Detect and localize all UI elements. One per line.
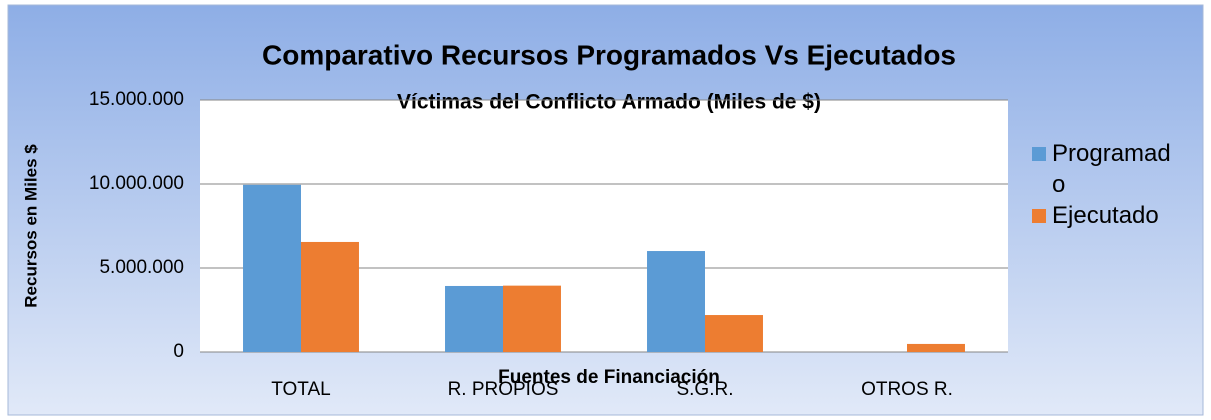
x-tick-label: S.G.R. <box>676 379 733 400</box>
y-axis-title: Recursos en Miles $ <box>21 144 40 308</box>
chart-subtitle: Víctimas del Conflicto Armado (Miles de … <box>397 91 821 114</box>
y-tick-label: 0 <box>173 341 184 362</box>
legend: Programado Ejecutado <box>1032 138 1202 231</box>
x-tick-label: OTROS R. <box>861 379 953 400</box>
bar <box>301 241 359 352</box>
legend-item: Ejecutado <box>1032 200 1202 231</box>
bar <box>445 285 503 352</box>
y-tick-label: 15.000.000 <box>89 89 184 110</box>
x-tick-label: TOTAL <box>271 379 330 400</box>
y-tick-label: 5.000.000 <box>99 257 184 278</box>
legend-swatch <box>1032 209 1046 223</box>
bar <box>647 251 705 352</box>
legend-swatch <box>1032 147 1046 161</box>
bar <box>705 315 763 352</box>
chart-title: Comparativo Recursos Programados Vs Ejec… <box>262 39 956 70</box>
x-tick-label: R. PROPIOS <box>448 379 559 400</box>
legend-item: Programado <box>1032 138 1202 200</box>
y-tick-label: 10.000.000 <box>89 173 184 194</box>
x-axis-title: Fuentes de Financiación <box>498 367 720 388</box>
legend-label: Programado <box>1052 140 1171 198</box>
bar <box>503 285 561 352</box>
legend-label: Ejecutado <box>1052 202 1159 229</box>
bar <box>907 343 965 352</box>
bar <box>243 184 301 352</box>
